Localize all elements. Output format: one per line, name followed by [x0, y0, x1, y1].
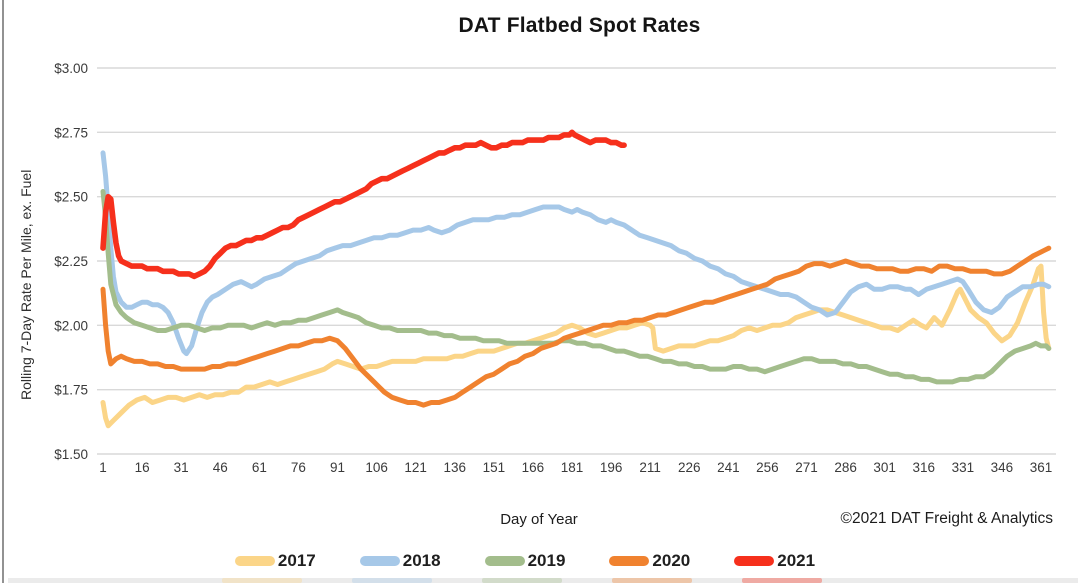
legend-item-2020: 2020 [609, 551, 690, 571]
y-tick-label: $2.75 [54, 125, 88, 140]
x-tick-label: 31 [174, 460, 189, 475]
x-tick-label: 1 [99, 460, 107, 475]
legend-label-2020: 2020 [652, 551, 691, 570]
x-tick-label: 166 [522, 460, 545, 475]
series-line-2021 [100, 129, 627, 280]
legend-swatch-2019 [484, 556, 525, 566]
chart-title: DAT Flatbed Spot Rates [458, 14, 701, 37]
x-tick-label: 121 [404, 460, 427, 475]
x-tick-label: 331 [952, 460, 975, 475]
legend-swatch-2021 [734, 556, 775, 566]
x-tick-label: 211 [639, 460, 661, 475]
legend-swatch-2020 [609, 556, 650, 566]
series-line-2017 [100, 263, 1052, 429]
legend-item-2019: 2019 [484, 551, 566, 571]
legend-echo-2017 [222, 578, 302, 583]
x-tick-label: 76 [291, 460, 306, 475]
y-tick-label: $2.00 [54, 318, 88, 333]
series-line-2018 [100, 150, 1052, 357]
copyright-text: ©2021 DAT Freight & Analytics [840, 510, 1053, 527]
legend-item-2017: 2017 [234, 551, 316, 571]
legend-item-2018: 2018 [359, 551, 441, 571]
legend-echo-2021 [742, 578, 822, 583]
x-tick-label: 46 [213, 460, 228, 475]
frame-left-edge [2, 0, 4, 583]
x-tick-label: 61 [252, 460, 267, 475]
x-tick-label: 91 [330, 460, 345, 475]
bottom-strip [8, 578, 1078, 583]
x-tick-label: 346 [991, 460, 1014, 475]
x-tick-label: 196 [600, 460, 623, 475]
x-axis-title: Day of Year [500, 511, 578, 528]
legend-swatch-2018 [359, 556, 400, 566]
legend-swatch-2017 [234, 556, 275, 566]
legend-label-2017: 2017 [277, 551, 316, 570]
y-tick-label: $1.75 [54, 383, 88, 398]
x-tick-label: 241 [717, 460, 740, 475]
x-tick-label: 256 [756, 460, 779, 475]
x-tick-label: 106 [365, 460, 388, 475]
x-tick-label: 16 [135, 460, 150, 475]
y-tick-label: $3.00 [54, 61, 88, 76]
x-tick-label: 181 [561, 460, 584, 475]
legend-label-2019: 2019 [527, 551, 566, 570]
x-tick-label: 301 [873, 460, 896, 475]
y-tick-label: $2.25 [54, 254, 88, 269]
series-line-2019 [100, 189, 1052, 385]
x-tick-label: 316 [912, 460, 935, 475]
y-tick-label: $2.50 [54, 190, 88, 205]
legend-label-2021: 2021 [777, 551, 816, 570]
y-tick-label: $1.50 [54, 447, 88, 462]
legend: 2017 2018 2019 2020 2021 [0, 551, 1050, 571]
x-tick-label: 361 [1030, 460, 1053, 475]
x-tick-label: 151 [483, 460, 506, 475]
legend-echo-2020 [612, 578, 692, 583]
x-tick-label: 271 [795, 460, 818, 475]
x-tick-label: 286 [834, 460, 857, 475]
series-line-2020 [100, 245, 1052, 408]
legend-echo-2018 [352, 578, 432, 583]
x-tick-label: 226 [678, 460, 701, 475]
legend-label-2018: 2018 [402, 551, 441, 570]
legend-item-2021: 2021 [734, 551, 815, 571]
legend-echo-2019 [482, 578, 562, 583]
x-tick-label: 136 [443, 460, 466, 475]
